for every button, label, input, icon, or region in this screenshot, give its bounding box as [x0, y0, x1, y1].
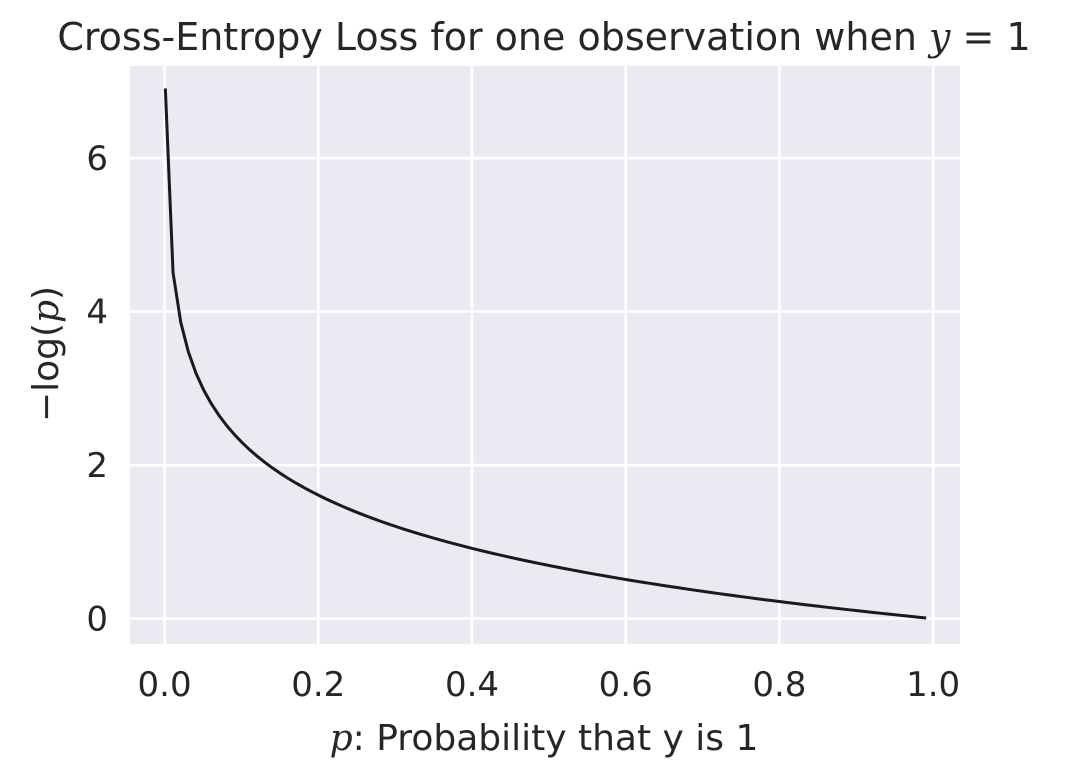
x-tick-label: 0.0	[138, 665, 192, 705]
x-tick-label: 0.6	[599, 665, 653, 705]
x-tick-label: 1.0	[906, 665, 960, 705]
chart-title-rest: = 1	[950, 15, 1030, 59]
loss-curve-group	[163, 88, 927, 620]
y-tick-label: 2	[86, 446, 108, 486]
y-axis-label-prefix: −log(	[26, 323, 67, 422]
x-tick-label: 0.8	[752, 665, 806, 705]
x-tick-label: 0.4	[445, 665, 499, 705]
chart-title-var: y	[927, 15, 951, 59]
y-tick-label: 0	[86, 600, 108, 640]
x-tick-label: 0.2	[291, 665, 345, 705]
chart-title-text: Cross-Entropy Loss for one observation w…	[57, 15, 929, 59]
x-tick-labels: 0.0 0.2 0.4 0.6 0.8 1.0	[138, 665, 961, 705]
x-axis-label-text: : Probability that y is 1	[353, 718, 759, 759]
y-tick-label: 4	[86, 293, 108, 333]
y-axis-label-var: p	[26, 300, 67, 323]
x-axis-label: p: Probability that y is 1	[330, 718, 759, 759]
chart-title: Cross-Entropy Loss for one observation w…	[57, 15, 1030, 59]
loss-curve-line	[163, 88, 927, 620]
y-tick-labels: 0 2 4 6	[86, 139, 108, 640]
y-axis-label-suffix: )	[26, 286, 67, 300]
grid	[130, 66, 960, 644]
y-tick-label: 6	[86, 139, 108, 179]
y-axis-label: −log(p)	[26, 286, 67, 422]
plot-background	[130, 66, 960, 644]
x-axis-label-var: p	[330, 718, 353, 759]
